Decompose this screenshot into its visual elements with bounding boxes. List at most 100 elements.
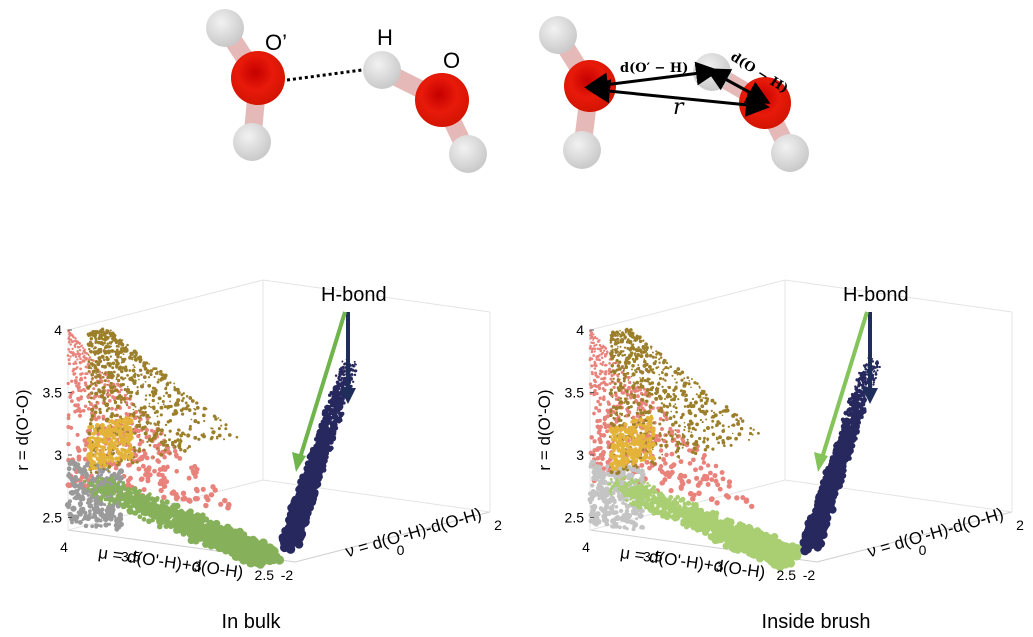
scatter-point [151, 394, 156, 398]
scatter-point [168, 429, 172, 433]
scatter-point [95, 401, 98, 404]
scatter-point [702, 440, 706, 444]
hbond-arrow-green [298, 311, 347, 459]
scatter-point [161, 442, 166, 447]
scatter-point [633, 352, 637, 355]
scatter-point [119, 430, 124, 435]
scatter-point [589, 435, 594, 440]
scatter-point [152, 443, 158, 449]
scatter-point [695, 422, 699, 427]
scatter-point [137, 420, 141, 423]
scatter-point [69, 392, 73, 396]
scatter-point [186, 475, 192, 481]
scatter-point [94, 470, 99, 474]
scatter-point [714, 500, 720, 506]
scatter-point [144, 394, 148, 397]
scatter-point [205, 497, 211, 503]
scatter-point [142, 405, 147, 410]
scatter-point [629, 405, 633, 409]
scatter-point [670, 429, 675, 434]
scatter-point [149, 373, 153, 377]
scatter-point [107, 407, 111, 410]
scatter-point [294, 535, 304, 544]
scatter-point [617, 525, 622, 530]
scatter-point [665, 405, 670, 409]
scatter-point [630, 331, 635, 336]
scatter-point [698, 465, 704, 471]
scatter-point [652, 462, 657, 466]
scatter-point [332, 391, 336, 395]
scatter-point [133, 449, 137, 453]
scatter-point [162, 395, 165, 397]
scatter-point [193, 486, 200, 493]
scatter-point [109, 329, 112, 332]
scatter-point [654, 360, 657, 363]
scatter-point [125, 433, 131, 438]
scatter-point [119, 383, 124, 387]
scatter-point [66, 466, 72, 472]
scatter-point [601, 361, 605, 364]
scatter-point [645, 388, 650, 392]
scatter-point [183, 433, 187, 436]
scatter-point [618, 372, 621, 376]
scatter-point [734, 436, 738, 441]
scatter-point [100, 422, 104, 426]
scatter-point [645, 399, 649, 404]
scatter-point [175, 431, 180, 436]
scatter-point [629, 396, 633, 400]
scatter-point [174, 524, 182, 532]
scatter-point [69, 334, 72, 337]
scatter-point [81, 491, 85, 495]
scatter-point [157, 424, 160, 427]
scatter-point [622, 376, 627, 381]
scatter-point [132, 364, 135, 367]
scatter-point [154, 431, 159, 436]
scatter-point [132, 381, 137, 385]
scatter-point [674, 403, 677, 406]
scatter-point [697, 407, 702, 411]
scatter-point [658, 416, 663, 421]
scatter-point [705, 482, 711, 487]
scatter-point [155, 496, 160, 501]
scatter-point [633, 507, 638, 512]
scatter-point [649, 345, 653, 348]
scatter-point [693, 451, 696, 454]
scatter-point [193, 435, 198, 440]
molecule-right: d(O′ − H) d(O − H) r [539, 16, 809, 172]
scatter-point [117, 390, 120, 393]
scatter-point [81, 352, 84, 355]
scatter-point [88, 384, 92, 388]
scatter-point [261, 551, 271, 562]
scatter-point [109, 381, 113, 385]
scatter-point [308, 483, 317, 491]
scatter-point [106, 383, 109, 386]
scatter-point [632, 395, 637, 400]
scatter-point [66, 416, 71, 421]
scatter-point [667, 430, 671, 434]
scatter-point [90, 484, 93, 487]
scatter-point [688, 403, 692, 408]
scatter-point [179, 439, 183, 443]
scatter-point [159, 499, 165, 504]
scatter-point [325, 405, 330, 410]
scatter-point [156, 415, 159, 418]
scatter-point [680, 415, 684, 418]
scatter-point [118, 435, 122, 439]
scatter-point [321, 428, 327, 434]
scatter-point [89, 402, 93, 407]
scatter-point [79, 361, 82, 365]
scatter-point [148, 402, 151, 405]
scatter-point [125, 437, 130, 443]
scatter-point [101, 478, 104, 481]
scatter-point [83, 523, 89, 529]
scatter-point [119, 397, 123, 402]
scatter-point [91, 382, 94, 386]
scatter-point [612, 369, 617, 374]
scatter-point [123, 346, 126, 349]
scatter-point [673, 416, 676, 419]
scatter-point [614, 505, 619, 509]
scatter-point [82, 438, 88, 443]
scatter-point [638, 408, 643, 412]
scatter-point [678, 484, 684, 490]
scatter-point [594, 364, 598, 368]
